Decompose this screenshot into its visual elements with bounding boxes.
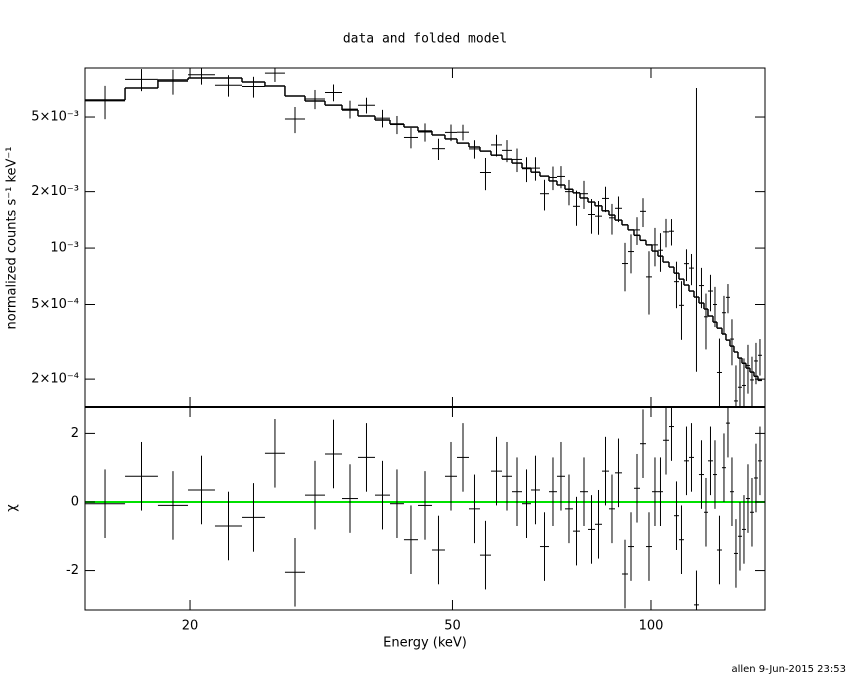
y-tick-label: 0 (71, 494, 79, 509)
footer: allen 9-Jun-2015 23:53 (731, 664, 846, 675)
y-tick-label: 5×10⁻³ (31, 110, 79, 125)
spectrum-panel (85, 68, 762, 407)
y-tick-label: 2×10⁻³ (31, 184, 79, 199)
y-tick-label: -2 (66, 563, 79, 578)
y-axis-label: normalized counts s⁻¹ keV⁻¹ (5, 147, 20, 330)
x-tick-label: 100 (639, 619, 664, 634)
x-tick-label: 50 (444, 619, 461, 634)
y-tick-label: 10⁻³ (50, 241, 79, 256)
residual-panel (85, 407, 765, 610)
y-tick-label: 2×10⁻⁴ (31, 372, 79, 387)
axes: 5×10⁻³ 2×10⁻³ 10⁻³ 5×10⁻⁴ 2×10⁻⁴ -2 0 2 20 50 100 (31, 68, 765, 634)
y-tick-label: 5×10⁻⁴ (31, 297, 79, 312)
x-axis-label: Energy (keV) (383, 636, 467, 651)
y-tick-label: 2 (71, 426, 79, 441)
chart-title: data and folded model (343, 32, 507, 47)
x-tick-label: 20 (182, 619, 199, 634)
residual-axis-label: χ (5, 504, 20, 512)
